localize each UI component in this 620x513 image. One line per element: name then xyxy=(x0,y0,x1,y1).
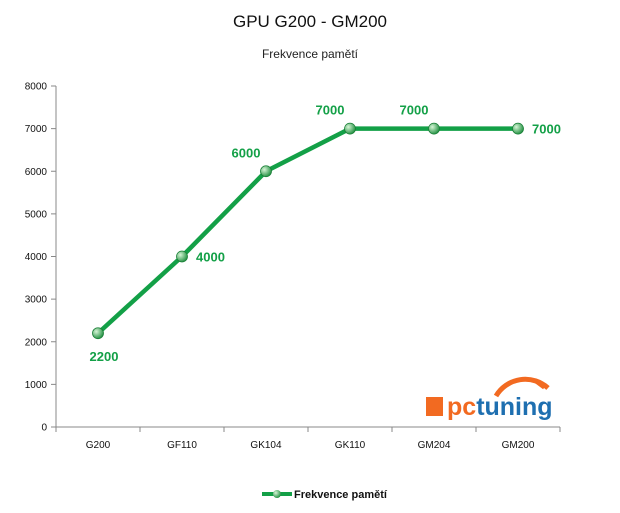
x-tick-label: GM200 xyxy=(502,440,535,451)
data-point xyxy=(92,327,104,340)
data-point xyxy=(428,122,440,135)
x-tick-label: GF110 xyxy=(167,440,197,451)
y-tick-label: 4000 xyxy=(25,252,48,263)
data-label: 7000 xyxy=(532,122,561,137)
series-line xyxy=(96,126,518,335)
logo-arc-icon xyxy=(493,376,550,398)
y-tick-label: 5000 xyxy=(25,209,48,220)
axes xyxy=(51,85,561,432)
logo-needle-icon xyxy=(535,380,545,390)
data-label: 6000 xyxy=(232,145,261,160)
y-tick-label: 6000 xyxy=(25,167,48,178)
data-label: 7000 xyxy=(400,103,429,118)
legend-marker-icon xyxy=(273,490,281,498)
data-point xyxy=(512,122,524,135)
logo-text: pctuning xyxy=(447,393,553,421)
data-label: 2200 xyxy=(90,349,119,364)
series-polyline xyxy=(96,126,518,335)
data-point xyxy=(260,165,272,178)
data-labels: 2200 4000 6000 7000 7000 7000 xyxy=(90,103,561,365)
chart-subtitle: Frekvence pamětí xyxy=(262,47,359,61)
x-tick-label: GM204 xyxy=(418,440,451,451)
logo-square-icon xyxy=(426,397,443,416)
y-tick-label: 7000 xyxy=(25,124,48,135)
pctuning-logo: pctuning xyxy=(426,376,553,421)
data-label: 7000 xyxy=(316,103,345,118)
data-point xyxy=(176,250,188,263)
x-tick-label: G200 xyxy=(86,440,111,451)
y-tick-label: 0 xyxy=(41,423,47,434)
data-points xyxy=(92,122,524,340)
legend-label: Frekvence pamětí xyxy=(294,489,388,501)
x-tick-label: GK104 xyxy=(250,440,282,451)
x-tick-label: GK110 xyxy=(335,440,366,451)
chart-title: GPU G200 - GM200 xyxy=(233,12,387,31)
y-tick-label: 3000 xyxy=(25,295,48,306)
legend: Frekvence pamětí xyxy=(262,489,388,501)
y-tick-labels: 0 1000 2000 3000 4000 5000 6000 7000 8000 xyxy=(25,82,48,434)
y-tick-label: 2000 xyxy=(25,337,48,348)
y-tick-label: 8000 xyxy=(25,82,48,93)
y-tick-label: 1000 xyxy=(25,380,48,391)
x-tick-labels: G200 GF110 GK104 GK110 GM204 GM200 xyxy=(86,440,535,451)
data-label: 4000 xyxy=(196,250,225,265)
data-point xyxy=(344,122,356,135)
